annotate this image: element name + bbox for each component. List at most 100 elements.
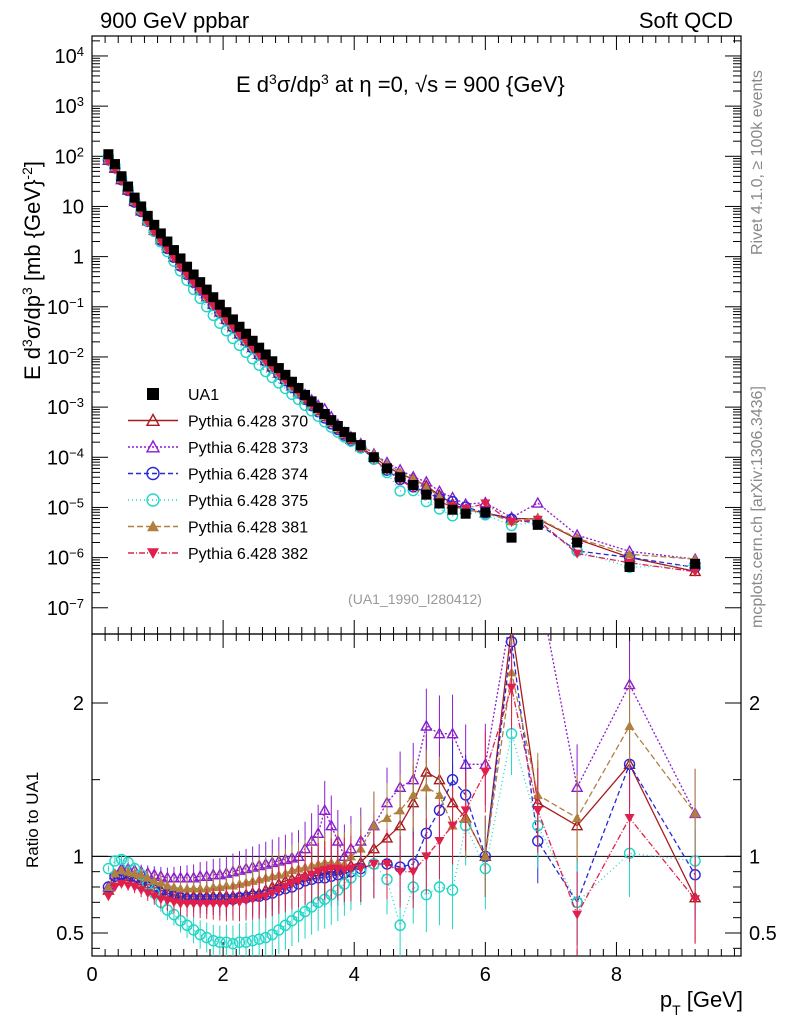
ua1-point xyxy=(182,261,193,272)
y-axis-label: E d3σ/dp3 [mb {GeV}-2] xyxy=(19,161,45,380)
legend-label: Pythia 6.428 375 xyxy=(188,493,308,510)
ratio-point xyxy=(142,872,153,882)
ua1-point xyxy=(368,452,379,463)
ua1-point xyxy=(175,253,186,264)
ratio-point xyxy=(318,803,331,816)
ratio-point xyxy=(306,870,317,880)
x-tick-label: 8 xyxy=(611,964,622,986)
legend-item: Pythia 6.428 374 xyxy=(128,467,308,484)
x-tick-label: 4 xyxy=(349,964,360,986)
ratio-line xyxy=(107,634,696,899)
ratio-point xyxy=(532,806,543,816)
ratio-point xyxy=(434,837,445,846)
ratio-series-pythia-6.428-375 xyxy=(102,692,701,956)
series-point xyxy=(531,496,544,508)
ua1-point xyxy=(109,159,120,170)
legend-item: Pythia 6.428 373 xyxy=(128,439,308,457)
ratio-point xyxy=(690,808,701,818)
legend-item: Pythia 6.428 382 xyxy=(128,546,308,563)
ua1-point xyxy=(382,463,392,474)
legend-item: Pythia 6.428 381 xyxy=(128,520,308,537)
ratio-y-tick-label-right: 1 xyxy=(749,846,760,868)
ratio-point xyxy=(149,875,160,885)
ua1-point xyxy=(162,236,173,247)
ratio-point xyxy=(195,883,206,893)
ratio-y-tick-label-right: 0.5 xyxy=(749,923,777,945)
series-point xyxy=(253,359,265,371)
y-tick-base: 10 xyxy=(47,347,69,369)
ratio-point xyxy=(434,790,445,799)
y-tick-base: 10 xyxy=(55,46,77,68)
ratio-point xyxy=(460,806,471,816)
ratio-point xyxy=(227,898,238,908)
main-plot-frame xyxy=(91,35,742,635)
ua1-point xyxy=(480,507,491,518)
y-tick-label: 10−7 xyxy=(47,595,84,620)
ratio-point xyxy=(109,855,121,867)
y-tick-label: 103 xyxy=(55,94,84,119)
ratio-point xyxy=(319,866,330,876)
y-tick-label: 10 xyxy=(62,196,84,218)
ratio-point xyxy=(116,865,127,875)
ratio-point xyxy=(533,575,543,584)
y-tick-exponent: −1 xyxy=(69,294,84,309)
ratio-point xyxy=(480,851,491,861)
x-axis-label: pT [GeV] xyxy=(660,987,743,1018)
ratio-point xyxy=(246,934,259,947)
ua1-point xyxy=(460,508,471,519)
series-point xyxy=(246,353,259,365)
ratio-point xyxy=(201,931,213,944)
legend-marker xyxy=(145,413,161,426)
legend-marker xyxy=(146,493,160,507)
ratio-point xyxy=(690,895,701,905)
ratio-point xyxy=(433,727,446,739)
ratio-point xyxy=(103,882,114,891)
ua1-point xyxy=(313,402,324,413)
ua1-point xyxy=(227,314,238,325)
ua1-point xyxy=(300,389,311,400)
ratio-point xyxy=(129,883,140,892)
ratio-point xyxy=(339,866,350,876)
mcplots-label: mcplots.cern.ch [arXiv:1306.3436] xyxy=(749,386,766,628)
y-tick-base: 10 xyxy=(47,397,69,419)
ua1-point xyxy=(214,299,225,310)
ratio-point xyxy=(136,886,147,896)
legend-item: Pythia 6.428 370 xyxy=(128,413,308,431)
ua1-point xyxy=(136,201,147,212)
ratio-point xyxy=(188,899,199,909)
y-tick-base: 1 xyxy=(73,247,84,269)
ratio-point xyxy=(123,866,134,876)
ua1-point xyxy=(168,245,179,256)
ratio-point xyxy=(188,883,199,893)
ua1-point xyxy=(280,369,291,380)
ratio-point xyxy=(408,867,419,877)
ua1-point xyxy=(408,480,419,491)
ua1-point xyxy=(208,292,219,303)
series-point xyxy=(227,332,239,345)
legend-marker xyxy=(147,548,159,559)
ua1-point xyxy=(149,219,160,230)
ratio-point xyxy=(214,936,226,948)
ratio-point xyxy=(102,862,115,875)
ratio-y-tick-label: 2 xyxy=(73,693,84,715)
ua1-point xyxy=(395,472,406,483)
ua1-point xyxy=(421,489,432,500)
ratio-ticks: 0 2 4 6 8 0.5 0.5 1 1 2 2 xyxy=(56,634,777,986)
ua1-point xyxy=(690,558,701,569)
main-series xyxy=(102,149,702,577)
series-point xyxy=(624,549,635,559)
rivet-label: Rivet 4.1.0, ≥ 100k events xyxy=(749,70,766,255)
series-line xyxy=(107,156,696,568)
y-tick-label: 10−5 xyxy=(47,495,84,520)
ratio-point xyxy=(175,899,186,909)
x-tick-label: 6 xyxy=(480,964,491,986)
ratio-point xyxy=(326,864,337,874)
ratio-point xyxy=(446,773,459,786)
ua1-point xyxy=(254,342,265,353)
ratio-point xyxy=(395,805,406,815)
series-point xyxy=(506,518,517,528)
series-point xyxy=(394,485,406,497)
ratio-point xyxy=(506,683,517,693)
ua1-point xyxy=(241,328,252,339)
